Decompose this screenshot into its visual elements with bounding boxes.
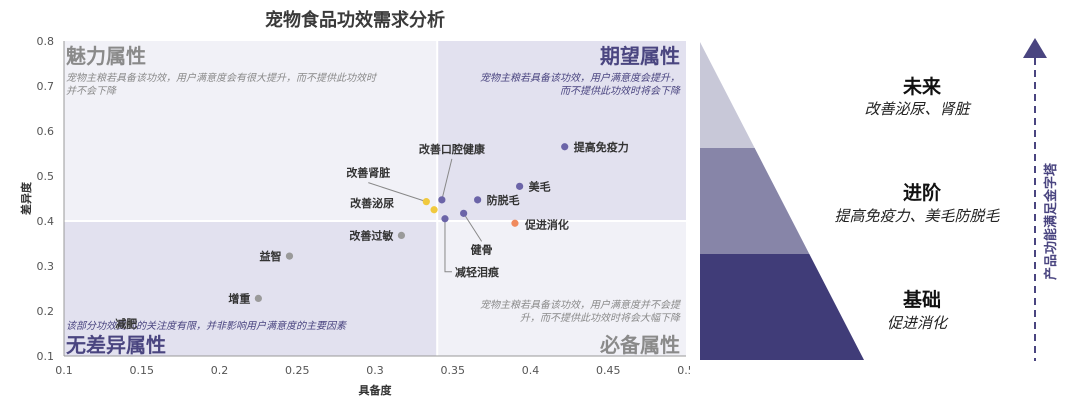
pyramid-middle-subtitle: 提高免疫力、美毛防脱毛 — [834, 207, 1000, 225]
data-point — [254, 294, 262, 302]
data-point — [474, 196, 482, 204]
side-arrow — [1023, 38, 1047, 361]
scatter-chart: 0.1 0.15 0.2 0.25 0.3 0.35 0.4 0.45 0.5 0.1 0.2 0.3… — [19, 35, 690, 397]
quadrant-description: 宠物主粮若具备该功效，用户满意度会提升， — [480, 72, 680, 84]
leader-line — [444, 218, 452, 273]
y-tick-label: 0.4 — [37, 215, 55, 228]
data-point-label: 促进消化 — [524, 217, 569, 231]
y-tick-label: 0.8 — [37, 35, 55, 48]
chart-title: 宠物食品功效需求分析 — [265, 10, 445, 31]
data-point-label: 减轻泪痕 — [455, 265, 500, 279]
x-tick-label: 0.4 — [522, 364, 540, 377]
x-tick-label: 0.3 — [366, 364, 384, 377]
data-point-label: 健骨 — [471, 242, 493, 256]
quadrant-bg-bottom-right — [437, 221, 686, 356]
y-tick-label: 0.3 — [37, 260, 55, 273]
quadrant-bg-top-left — [64, 41, 438, 221]
function-pyramid — [700, 42, 864, 360]
data-point — [561, 143, 569, 151]
data-point-label: 改善口腔健康 — [419, 142, 486, 156]
y-tick-label: 0.2 — [37, 305, 55, 318]
pyramid-level-top — [700, 42, 755, 148]
x-tick-label: 0.45 — [596, 364, 621, 377]
data-point — [516, 182, 524, 190]
quadrant-name: 期望属性 — [600, 44, 680, 68]
pyramid-level-bottom — [700, 254, 864, 360]
data-point — [285, 252, 294, 260]
data-point-label: 美毛 — [529, 179, 551, 193]
quadrant-description: 该部分功效受到的关注度有限，并非影响用户满意度的主要因素 — [66, 320, 347, 332]
y-tick-label: 0.1 — [37, 350, 55, 363]
pyramid-level-middle — [700, 148, 810, 254]
x-tick-label: 0.15 — [130, 364, 155, 377]
data-point-label: 增重 — [228, 291, 250, 305]
quadrant-name: 无差异属性 — [66, 333, 166, 357]
data-point-label: 改善肾脏 — [346, 166, 390, 180]
x-tick-label: 0.2 — [211, 364, 229, 377]
pyramid-bottom-title: 基础 — [902, 289, 941, 311]
leader-line — [441, 158, 453, 200]
y-axis-label: 差异度 — [19, 181, 33, 215]
data-point — [397, 231, 406, 239]
arrow-head-icon — [1023, 38, 1047, 58]
quadrant-bg-bottom-left — [64, 221, 438, 356]
pyramid-top-subtitle: 改善泌尿、肾脏 — [864, 100, 970, 118]
data-point-label: 益智 — [259, 249, 281, 263]
data-point — [438, 196, 446, 204]
quadrant-description: 宠物主粮若具备该功效，用户满意度会有很大提升，而不提供此功效时 — [66, 72, 378, 84]
pyramid-side-label: 产品功能满足金字塔 — [1044, 162, 1059, 280]
data-point-label: 防脱毛 — [487, 193, 520, 207]
data-point-label: 减肥 — [115, 317, 137, 331]
x-tick-label: 0.1 — [55, 364, 73, 377]
data-point — [441, 215, 449, 223]
data-point — [460, 209, 468, 217]
y-tick-label: 0.5 — [37, 170, 55, 183]
data-point — [511, 219, 519, 227]
x-tick-label: 0.35 — [441, 364, 466, 377]
pyramid-top-title: 未来 — [902, 76, 941, 98]
quadrant-description: 而不提供此功效时将会下降 — [560, 85, 681, 97]
y-tick-label: 0.6 — [37, 125, 55, 138]
y-tick-label: 0.7 — [37, 80, 55, 93]
quadrant-name: 魅力属性 — [66, 44, 146, 68]
quadrant-description: 升，而不提供此功效时将会大幅下降 — [520, 312, 681, 324]
pyramid-middle-title: 进阶 — [902, 182, 941, 204]
leader-line — [463, 213, 483, 242]
data-point — [125, 320, 133, 328]
pyramid-bottom-subtitle: 促进消化 — [886, 314, 947, 332]
x-axis-label: 具备度 — [359, 383, 393, 397]
data-point-label: 改善泌尿 — [350, 196, 394, 210]
data-point — [422, 198, 430, 206]
data-point — [430, 206, 438, 214]
x-tick-label: 0.25 — [285, 364, 310, 377]
quadrant-description: 宠物主粮若具备该功效，用户满意度并不会提 — [480, 299, 681, 311]
leader-line — [368, 182, 427, 203]
x-tick-label: 0.5 — [677, 364, 690, 377]
quadrant-bg-top-right — [437, 41, 686, 221]
data-point-label: 提高免疫力 — [574, 140, 629, 154]
quadrant-name: 必备属性 — [599, 333, 680, 357]
quadrant-description: 并不会下降 — [66, 85, 117, 97]
data-point-label: 改善过敏 — [349, 228, 394, 242]
